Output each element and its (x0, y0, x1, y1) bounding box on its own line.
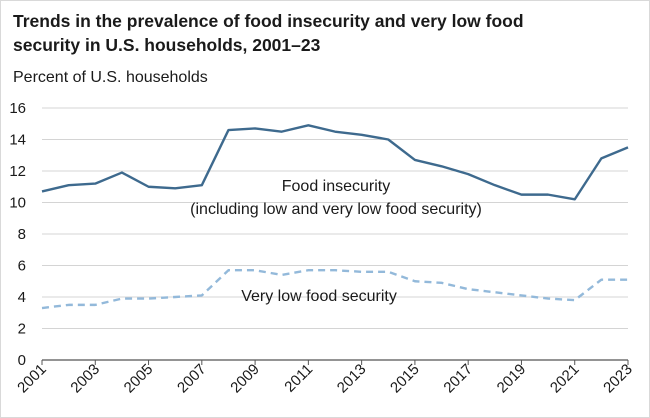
x-tick-label-2023: 2023 (600, 361, 636, 397)
y-tick-label-16: 16 (9, 100, 26, 117)
chart-title-line-2: security in U.S. households, 2001–23 (13, 35, 321, 55)
x-tick-label-2017: 2017 (440, 361, 476, 397)
y-tick-labels: 0 2 4 6 8 10 12 14 16 (9, 100, 26, 369)
chart-title-line-1: Trends in the prevalence of food insecur… (13, 11, 524, 31)
y-tick-label-10: 10 (9, 195, 26, 212)
series-annotation-1-line-0: Very low food security (241, 288, 397, 305)
y-tick-label-0: 0 (18, 352, 26, 369)
series-line-0 (41, 124, 629, 201)
x-tick-label-2009: 2009 (227, 361, 263, 397)
x-tick-label-2021: 2021 (547, 361, 583, 397)
series-annotation-0-line-1: (including low and very low food securit… (190, 201, 482, 218)
y-tick-label-14: 14 (9, 132, 26, 149)
chart-title: Trends in the prevalence of food insecur… (13, 9, 613, 57)
y-tick-label-2: 2 (18, 321, 26, 338)
y-axis-label: Percent of U.S. households (13, 69, 208, 86)
x-tick-label-2011: 2011 (281, 361, 316, 396)
x-tick-label-2003: 2003 (67, 361, 103, 397)
y-tick-label-4: 4 (18, 289, 26, 306)
series-lines (41, 124, 629, 310)
x-tick-label-2019: 2019 (494, 361, 530, 397)
y-tick-label-6: 6 (18, 258, 26, 275)
gridlines (42, 107, 628, 361)
series-line-1 (41, 269, 628, 310)
series-annotations: Food insecurity (including low and very l… (190, 178, 482, 305)
x-tick-label-2015: 2015 (387, 361, 423, 397)
series-annotation-0-line-0: Food insecurity (282, 178, 391, 195)
y-tick-label-12: 12 (9, 163, 26, 180)
x-tick-label-2007: 2007 (174, 361, 210, 397)
x-tick-labels: 2001 2003 2005 2007 2009 2011 2013 2015 2017 2019… (14, 360, 636, 396)
x-tick-label-2005: 2005 (121, 361, 157, 397)
x-tick-label-2013: 2013 (334, 361, 370, 397)
y-tick-label-8: 8 (18, 226, 26, 243)
